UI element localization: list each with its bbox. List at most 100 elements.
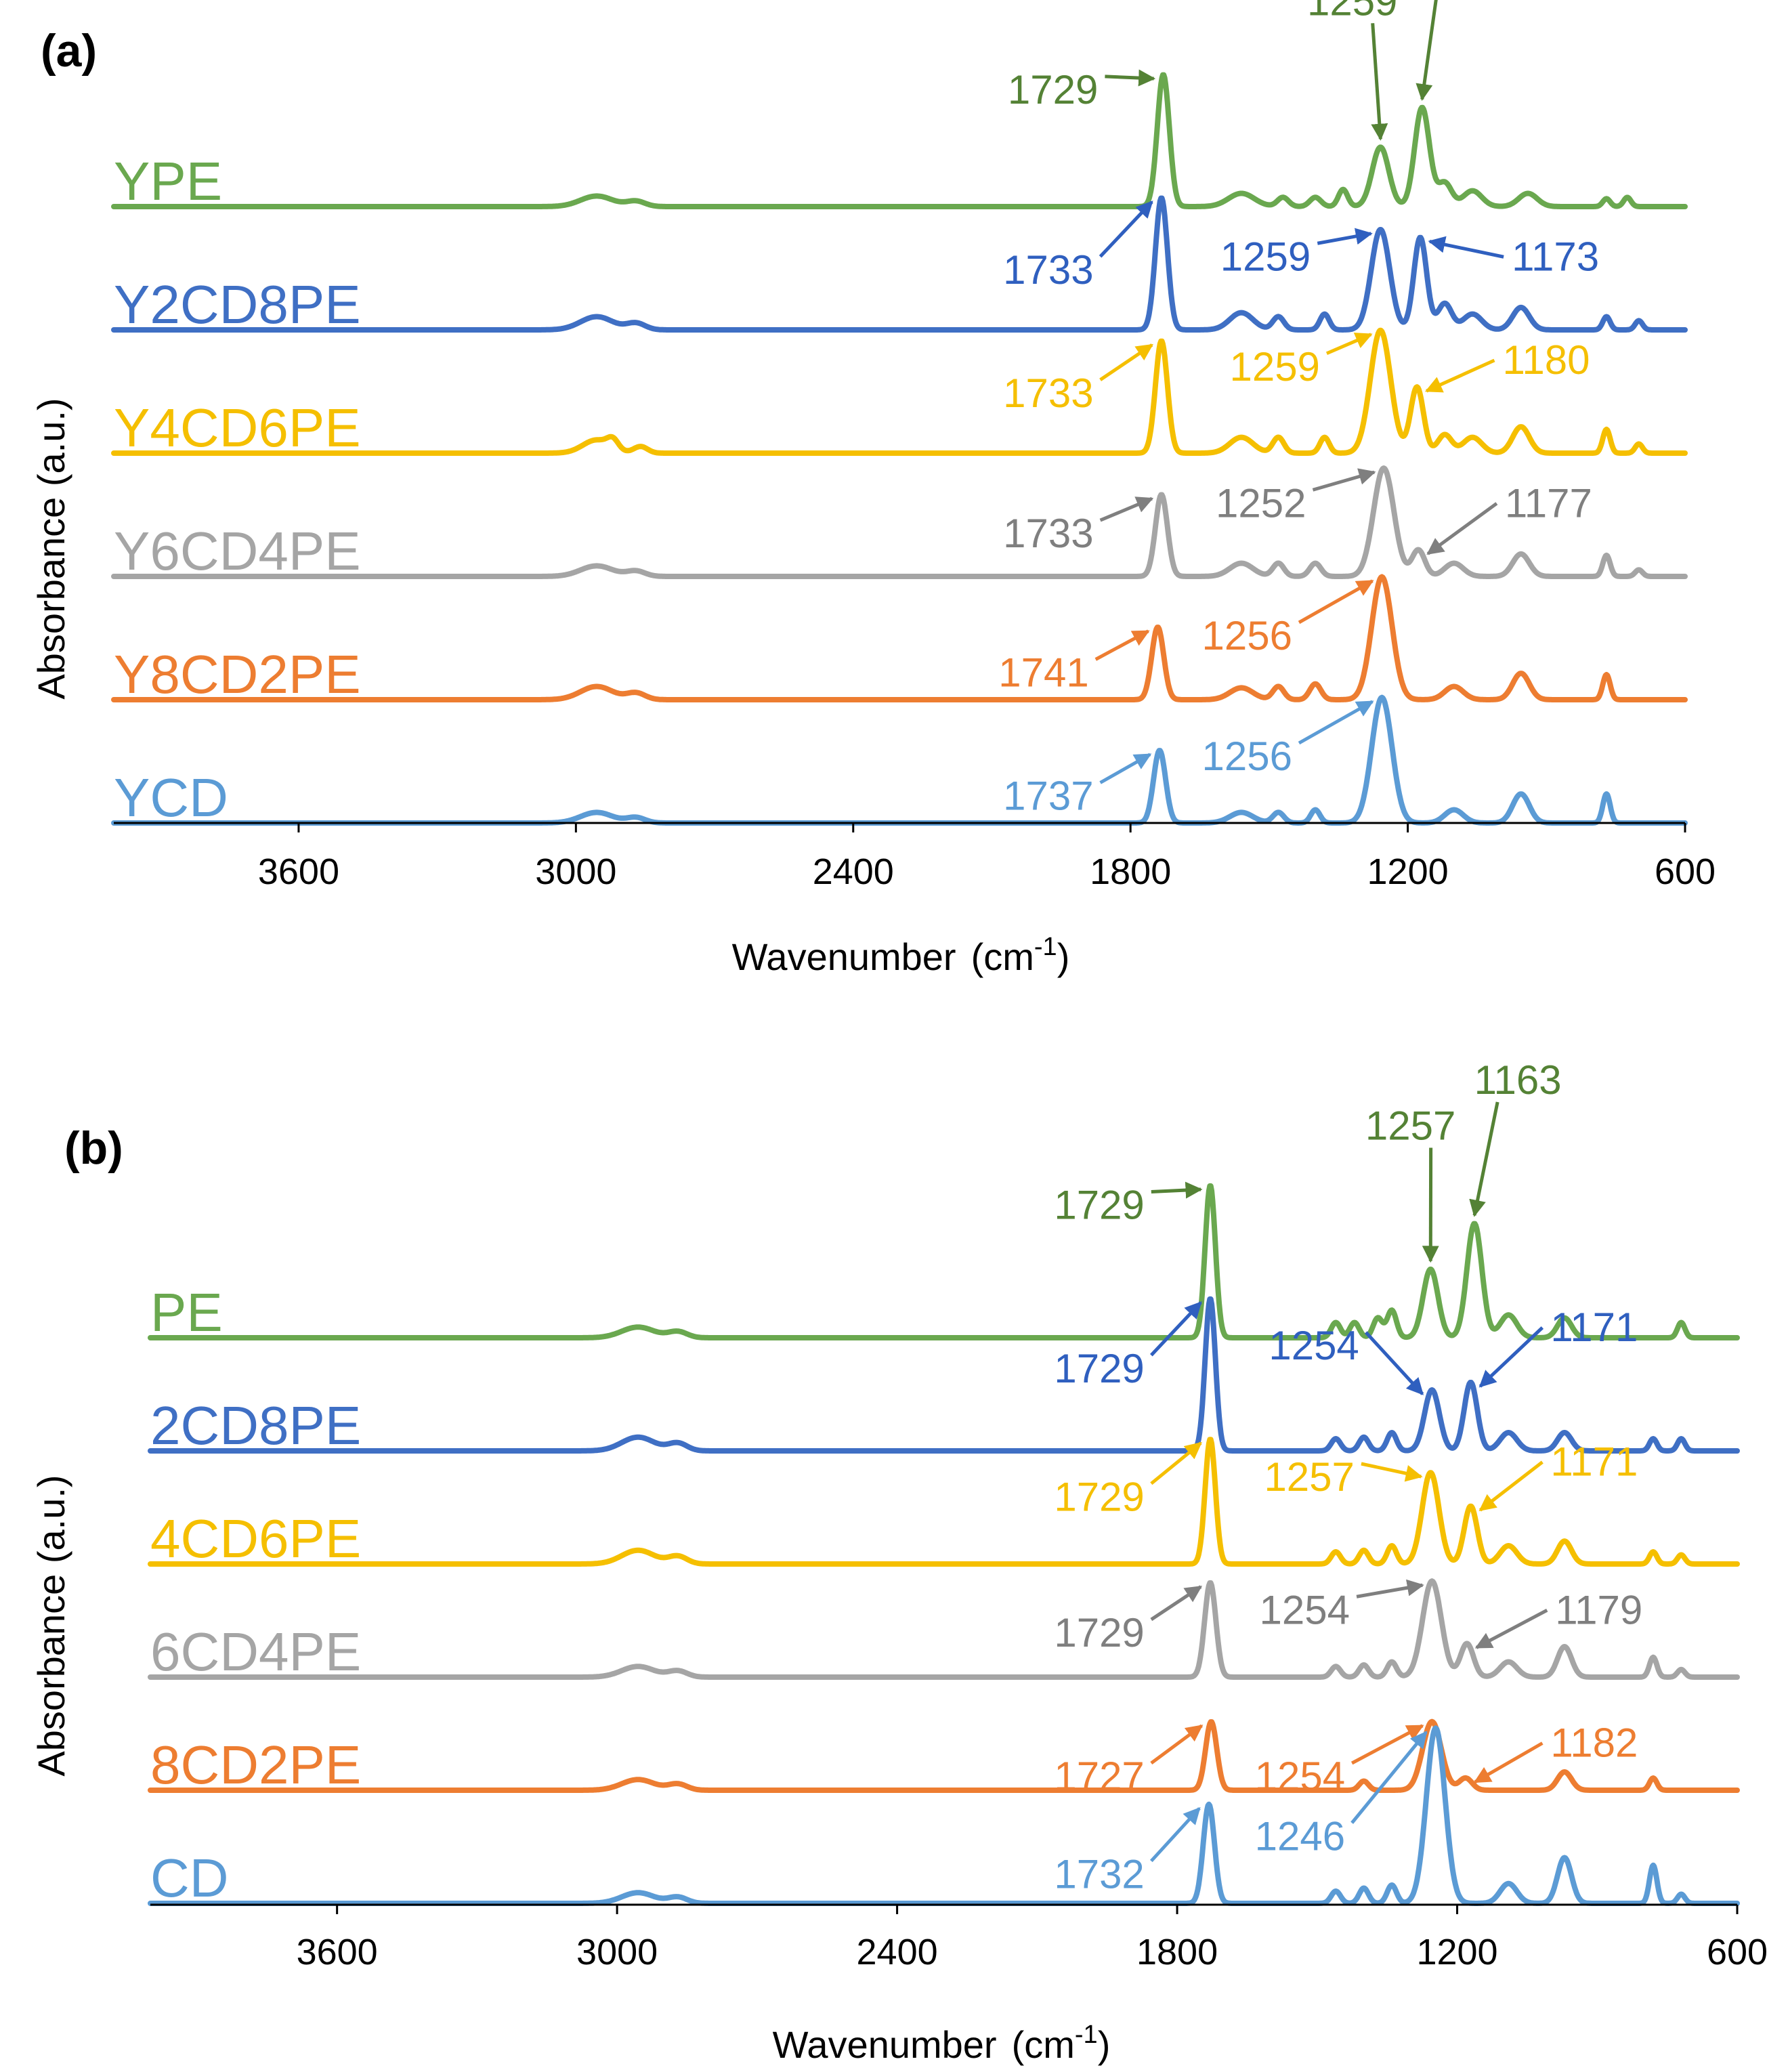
panel-b-traces: PE 1729 1257 1163 2CD8PE 1729 1254 1171 4CD6PE 17…: [148, 1057, 1740, 1908]
panel-a-xlabel-unit-sup: -1: [1034, 933, 1057, 961]
series-line-cd: [148, 1725, 1740, 1906]
peak-label-y4cd6pe-1733: 1733: [1003, 371, 1093, 416]
peak-label-y2cd8pe-1173: 1173: [1512, 234, 1599, 279]
series-line-4cd6pe: [148, 1437, 1740, 1567]
panel-b-tick-label-600: 600: [1707, 1932, 1768, 1972]
peak-arrow-y4cd6pe-1733: [1099, 343, 1153, 381]
peak-arrow-cd-1246: [1350, 1731, 1428, 1824]
peak-arrow-4cd6pe-1257: [1361, 1462, 1423, 1482]
peak-label-y6cd4pe-1252: 1252: [1216, 480, 1306, 526]
peak-label-y6cd4pe-1177: 1177: [1505, 480, 1592, 526]
series-label-cd: CD: [150, 1848, 229, 1908]
peak-label-2cd8pe-1729: 1729: [1054, 1346, 1144, 1391]
panel-b-xlabel-unit-suffix: ): [1098, 2023, 1111, 2066]
panel-a-y-axis-title: Absorbance (a.u.): [30, 398, 72, 699]
panel-a-tick-label-3600: 3600: [258, 851, 339, 892]
panel-b-tick-label-3000: 3000: [576, 1932, 658, 1972]
peak-label-pe-1257: 1257: [1365, 1103, 1455, 1149]
peak-arrow-2cd8pe-1729: [1149, 1301, 1202, 1357]
series-label-y8cd2pe: Y8CD2PE: [114, 644, 361, 704]
peak-label-pe-1729: 1729: [1054, 1183, 1144, 1228]
peak-arrow-4cd6pe-1171: [1478, 1460, 1544, 1512]
peak-arrow-6cd4pe-1179: [1474, 1609, 1548, 1649]
peak-label-ycd-1256: 1256: [1202, 734, 1292, 779]
panel-a-x-axis-title: Wavenumber (cm-1): [732, 933, 1070, 978]
peak-arrow-y6cd4pe-1252: [1312, 468, 1376, 492]
peak-arrow-y8cd2pe-1256: [1298, 579, 1374, 625]
peak-arrow-y6cd4pe-1733: [1099, 496, 1154, 522]
series-label-8cd2pe: 8CD2PE: [150, 1735, 361, 1795]
panel-a: (a) YPE172912591169Y2CD8PE173312591173Y4…: [30, 0, 1716, 978]
panel-b-letter: (b): [64, 1122, 123, 1174]
peak-arrow-8cd2pe-1182: [1473, 1741, 1544, 1784]
peak-label-ycd-1737: 1737: [1003, 774, 1093, 819]
panel-a-tick-label-3000: 3000: [535, 851, 616, 892]
peak-arrow-y4cd6pe-1180: [1424, 358, 1495, 393]
peak-label-y6cd4pe-1733: 1733: [1003, 511, 1093, 556]
peak-label-y8cd2pe-1256: 1256: [1202, 613, 1292, 658]
panel-a-letter: (a): [41, 25, 97, 77]
series-line-y4cd6pe: [111, 327, 1688, 456]
series-label-ycd: YCD: [114, 767, 228, 828]
peak-arrow-4cd6pe-1729: [1150, 1441, 1202, 1485]
peak-arrow-cd-1732: [1149, 1806, 1201, 1863]
panel-a-tick-label-1800: 1800: [1090, 851, 1171, 892]
series-line-y2cd8pe: [111, 195, 1688, 333]
peak-label-ype-1259: 1259: [1307, 0, 1397, 24]
peak-label-2cd8pe-1171: 1171: [1550, 1305, 1638, 1350]
peak-label-y8cd2pe-1741: 1741: [998, 650, 1088, 696]
peak-label-6cd4pe-1179: 1179: [1555, 1587, 1642, 1632]
series-label-y6cd4pe: Y6CD4PE: [114, 521, 361, 581]
peak-arrow-pe-1163: [1469, 1101, 1499, 1217]
panel-a-xlabel-text: Wavenumber: [732, 935, 956, 978]
series-line-pe: [148, 1183, 1740, 1340]
panel-b-tick-label-2400: 2400: [857, 1932, 938, 1972]
panel-b-x-axis-title: Wavenumber (cm-1): [773, 2021, 1111, 2066]
peak-arrow-ype-1259: [1371, 23, 1388, 141]
peak-arrow-2cd8pe-1254: [1364, 1331, 1424, 1395]
panel-b-tick-label-1200: 1200: [1416, 1932, 1497, 1972]
peak-label-4cd6pe-1171: 1171: [1550, 1439, 1638, 1485]
panel-a-tick-label-2400: 2400: [813, 851, 894, 892]
panel-b-xlabel-text: Wavenumber: [773, 2023, 997, 2066]
peak-label-cd-1246: 1246: [1255, 1813, 1345, 1859]
peak-label-pe-1163: 1163: [1474, 1057, 1562, 1103]
panel-a-tick-label-600: 600: [1655, 851, 1716, 892]
peak-arrow-y2cd8pe-1259: [1317, 228, 1373, 245]
peak-label-y2cd8pe-1733: 1733: [1003, 247, 1093, 293]
series-label-6cd4pe: 6CD4PE: [150, 1622, 361, 1682]
peak-label-4cd6pe-1257: 1257: [1264, 1454, 1354, 1500]
peak-arrow-8cd2pe-1254: [1350, 1724, 1424, 1765]
peak-label-8cd2pe-1727: 1727: [1054, 1754, 1144, 1799]
panel-a-x-axis: 3600 3000 2400 1800 1200 600: [114, 822, 1716, 892]
peak-arrow-6cd4pe-1729: [1150, 1585, 1203, 1622]
series-label-ype: YPE: [114, 151, 222, 211]
peak-arrow-6cd4pe-1254: [1356, 1579, 1424, 1599]
peak-arrow-y4cd6pe-1259: [1325, 333, 1373, 356]
series-line-2cd8pe: [148, 1296, 1740, 1454]
series-line-8cd2pe: [148, 1718, 1740, 1793]
peak-arrow-ycd-1256: [1298, 700, 1374, 745]
series-label-y4cd6pe: Y4CD6PE: [114, 398, 361, 458]
panel-b-x-axis: 3600 3000 2400 1800 1200 600: [150, 1903, 1768, 1972]
peak-arrow-ycd-1737: [1099, 753, 1152, 784]
peak-label-y2cd8pe-1259: 1259: [1220, 234, 1311, 279]
peak-label-6cd4pe-1254: 1254: [1260, 1587, 1350, 1632]
series-label-pe: PE: [150, 1282, 223, 1342]
series-line-y8cd2pe: [111, 574, 1688, 702]
peak-arrow-ype-1169: [1416, 0, 1438, 102]
panel-b-tick-label-3600: 3600: [297, 1932, 378, 1972]
panel-b: (b) PE 1729 1257 1163 2CD8PE 1729 1254 1171 4CD6…: [30, 1057, 1768, 2066]
peak-label-2cd8pe-1254: 1254: [1269, 1323, 1359, 1368]
series-line-y6cd4pe: [111, 465, 1688, 579]
peak-arrow-2cd8pe-1171: [1478, 1326, 1544, 1388]
panel-b-tick-label-1800: 1800: [1136, 1932, 1218, 1972]
series-line-ype: [111, 72, 1688, 209]
peak-label-y4cd6pe-1259: 1259: [1229, 344, 1319, 389]
peak-arrow-ype-1729: [1105, 69, 1156, 87]
peak-arrow-y8cd2pe-1741: [1094, 629, 1150, 661]
peak-label-cd-1732: 1732: [1054, 1852, 1144, 1897]
series-line-ycd: [111, 694, 1688, 826]
peak-label-ype-1729: 1729: [1008, 67, 1098, 112]
panel-a-xlabel-unit-prefix: (cm: [971, 935, 1034, 978]
